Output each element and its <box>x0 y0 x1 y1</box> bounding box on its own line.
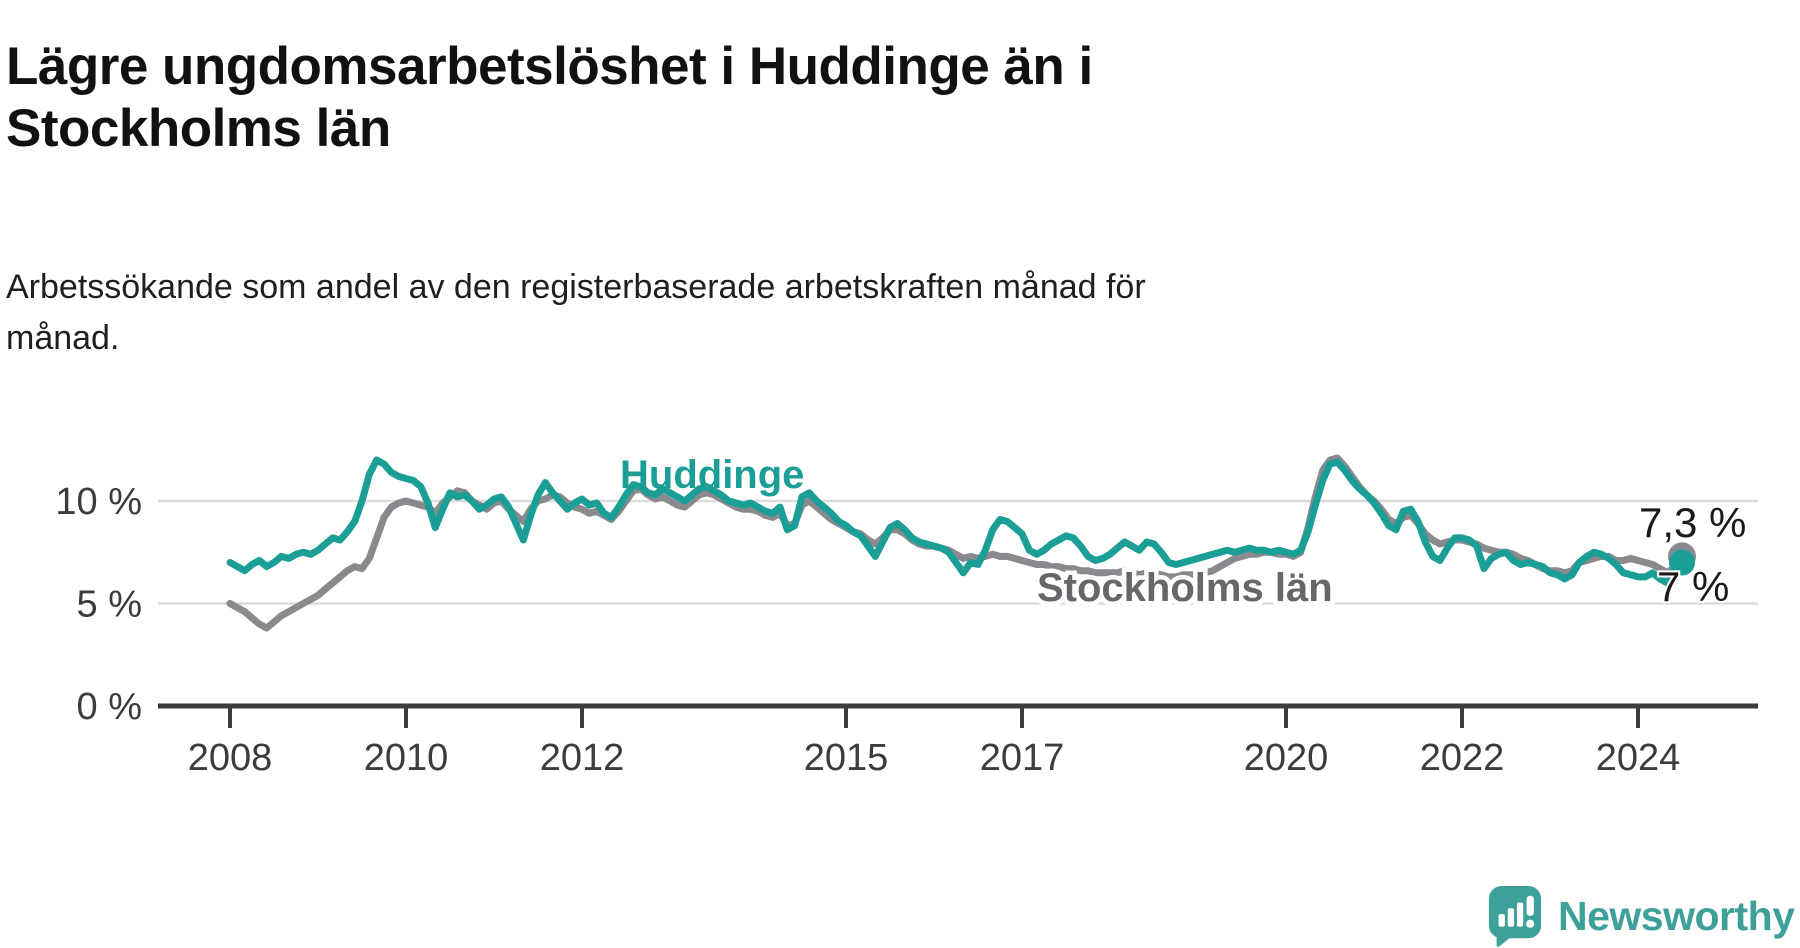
newsworthy-speech-bubble-chart-icon <box>1488 886 1542 947</box>
x-tick-label: 2020 <box>1244 737 1329 779</box>
end-value-label: 7,3 % <box>1639 499 1746 546</box>
page-title: Lägre ungdomsarbetslöshet i Huddinge än … <box>6 36 1093 158</box>
x-tick-label: 2012 <box>540 737 625 779</box>
series-label-huddinge: Huddinge <box>620 453 804 497</box>
x-tick-label: 2017 <box>980 737 1065 779</box>
newsworthy-wordmark: Newsworthy <box>1558 892 1795 939</box>
x-tick-label: 2015 <box>804 737 889 779</box>
newsworthy-logo: Newsworthy <box>1486 884 1795 948</box>
series-end-dot <box>1669 549 1695 576</box>
y-tick-label: 10 % <box>55 481 142 523</box>
x-tick-label: 2024 <box>1596 737 1681 779</box>
series-label-stockholms-län: Stockholms län <box>1037 566 1333 610</box>
y-tick-label: 0 % <box>77 686 142 728</box>
series-line-huddinge <box>226 456 1686 587</box>
end-value-label: 7 % <box>1657 563 1729 610</box>
chart-subtitle: Arbetssökande som andel av den registerb… <box>6 268 1146 357</box>
x-tick-label: 2010 <box>364 737 449 779</box>
y-tick-label: 5 % <box>77 584 142 626</box>
x-tick-label: 2008 <box>188 737 273 779</box>
x-tick-label: 2022 <box>1420 737 1505 779</box>
